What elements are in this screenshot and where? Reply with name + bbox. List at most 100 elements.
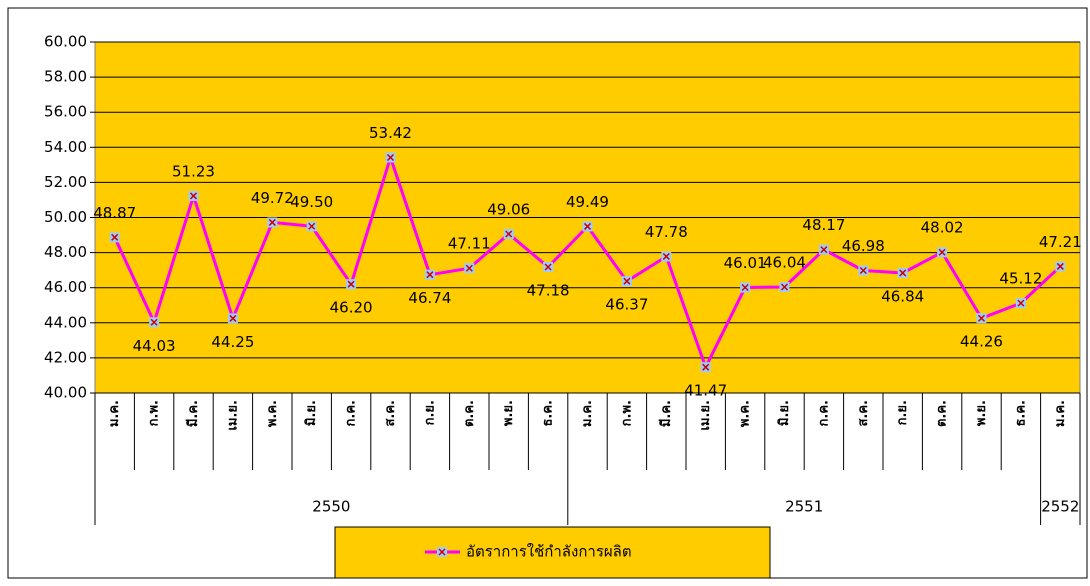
x-tick-label: ส.ค. [856,400,871,427]
data-label: 47.78 [645,223,688,241]
group-label: 2550 [312,498,350,516]
marker-cross [899,269,907,277]
marker [858,265,869,276]
x-tick-label: ก.พ. [147,400,162,426]
data-label: 44.25 [211,333,254,351]
x-tick-label: มิ.ย. [304,400,319,426]
y-tick-label: 56.00 [44,103,87,121]
marker [424,269,435,280]
marker [464,263,475,274]
marker-cross [544,263,552,271]
marker-cross [741,283,749,292]
marker-cross [820,246,828,254]
x-tick-label: ก.ย. [895,400,910,425]
data-label: 46.04 [763,253,806,271]
marker [937,247,948,258]
marker [897,267,908,278]
marker [1015,298,1026,309]
marker-cross [780,283,789,291]
marker-cross [189,192,198,200]
y-tick-label: 52.00 [44,173,87,191]
x-tick-label: ก.พ. [619,400,634,426]
x-tick-label: พ.ค. [738,400,753,427]
x-tick-label: ก.ย. [422,400,437,425]
marker [1055,261,1066,272]
data-label: 46.20 [330,299,373,317]
legend-cross [438,548,446,556]
x-tick-label: ส.ค. [383,400,398,427]
marker-cross [111,233,119,241]
marker-cross [859,266,867,275]
x-tick-label: ธ.ค. [1013,400,1028,427]
data-label: 46.37 [605,296,648,314]
marker [818,244,829,255]
marker [227,313,238,324]
legend-label: อัตราการใช้กำลังการผลิต [466,543,632,561]
marker-cross [268,218,276,226]
data-label: 49.06 [487,200,530,218]
data-label: 46.01 [724,254,767,272]
marker [149,317,160,328]
x-tick-label: มี.ค. [658,400,674,427]
marker-cross [386,153,395,162]
x-tick-label: ก.ค. [344,400,359,426]
marker-cross [938,248,946,256]
marker [188,190,199,201]
x-tick-label: พ.ค. [265,400,280,427]
x-tick-label: เม.ย. [698,400,713,431]
marker [582,221,593,232]
x-tick-label: มิ.ย. [777,400,792,426]
x-tick-label: เม.ย. [225,400,240,431]
y-tick-label: 42.00 [44,348,87,366]
legend-box [334,526,771,579]
x-tick-label: ม.ค. [1053,400,1068,427]
data-label: 46.74 [408,289,451,307]
marker-cross [347,280,355,288]
marker [976,313,987,324]
data-label: 47.11 [448,235,491,253]
y-tick-label: 54.00 [44,138,87,156]
data-label: 41.47 [684,382,727,400]
data-label: 49.72 [251,189,294,207]
y-tick-label: 40.00 [44,384,87,402]
group-label: 2551 [785,498,823,516]
marker [306,221,317,232]
marker-cross [505,230,513,238]
marker-cross [308,222,316,230]
marker [543,261,554,272]
marker-cross [583,222,592,230]
marker-cross [1056,262,1064,270]
x-tick-label: ม.ค. [107,400,122,427]
data-label: 48.87 [93,204,136,222]
data-label: 48.02 [921,219,964,237]
data-label: 47.18 [527,281,570,299]
marker-cross [1017,299,1025,307]
marker-cross [465,264,473,272]
marker-cross [662,252,670,260]
y-tick-label: 48.00 [44,243,87,261]
marker [779,281,790,292]
marker-cross [150,318,158,326]
data-label: 49.49 [566,193,609,211]
y-tick-label: 46.00 [44,278,87,296]
data-label: 46.98 [842,237,885,255]
x-tick-label: ต.ค. [462,400,477,427]
marker [267,217,278,228]
marker [621,276,632,287]
marker-cross [426,271,434,279]
marker-cross [229,314,237,322]
data-label: 53.42 [369,124,412,142]
y-tick-label: 44.00 [44,313,87,331]
x-tick-label: ก.ค. [816,400,831,426]
marker-cross [702,363,710,371]
data-label: 44.03 [133,337,176,355]
marker [700,362,711,373]
marker [346,279,357,290]
marker [740,282,751,293]
marker [109,232,120,243]
x-tick-label: ธ.ค. [541,400,556,427]
marker-cross [977,314,986,322]
marker-cross [623,277,631,285]
x-tick-label: พ.ย. [974,400,989,426]
